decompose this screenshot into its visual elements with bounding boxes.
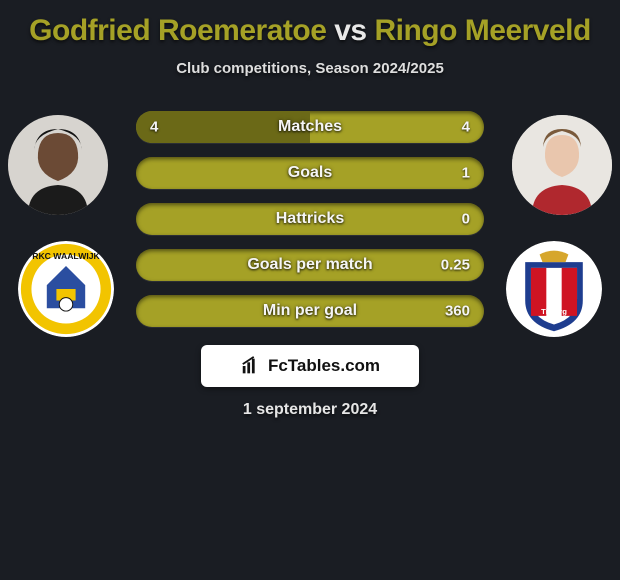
bar-matches: 4 Matches 4 <box>136 111 484 143</box>
player-right-photo <box>512 115 612 215</box>
bar-hattricks: Hattricks 0 <box>136 203 484 235</box>
bar-label: Min per goal <box>136 302 484 320</box>
branding-text: FcTables.com <box>268 356 380 376</box>
bar-min-per-goal: Min per goal 360 <box>136 295 484 327</box>
snapshot-date: 1 september 2024 <box>0 401 620 419</box>
svg-text:Tilburg: Tilburg <box>541 307 567 316</box>
branding-box[interactable]: FcTables.com <box>201 345 419 387</box>
bar-label: Goals <box>136 164 484 182</box>
bar-goals-per-match: Goals per match 0.25 <box>136 249 484 281</box>
club-left-crest: RKC WAALWIJK <box>18 241 114 337</box>
player-right-name: Ringo Meerveld <box>374 14 590 47</box>
comparison-subtitle: Club competitions, Season 2024/2025 <box>0 60 620 77</box>
bar-right-value: 0 <box>462 211 470 228</box>
player-left-name: Godfried Roemeratoe <box>29 14 326 47</box>
svg-text:RKC WAALWIJK: RKC WAALWIJK <box>32 251 100 261</box>
bar-label: Matches <box>136 118 484 136</box>
bar-goals: Goals 1 <box>136 157 484 189</box>
bar-right-value: 0.25 <box>441 257 470 274</box>
club-crest-icon: Tilburg <box>506 241 602 337</box>
comparison-bars: 4 Matches 4 Goals 1 Hattricks 0 Goals pe… <box>136 111 484 327</box>
comparison-title: Godfried Roemeratoe vs Ringo Meerveld <box>0 0 620 54</box>
bar-right-value: 1 <box>462 165 470 182</box>
bar-chart-icon <box>240 355 262 377</box>
comparison-content: RKC WAALWIJK Tilburg 4 Matches 4 Goals 1 <box>0 97 620 457</box>
player-photo-icon <box>512 115 612 215</box>
vs-word: vs <box>334 14 366 47</box>
player-left-photo <box>8 115 108 215</box>
bar-label: Hattricks <box>136 210 484 228</box>
player-photo-icon <box>8 115 108 215</box>
bar-right-value: 4 <box>462 119 470 136</box>
club-right-crest: Tilburg <box>506 241 602 337</box>
club-crest-icon: RKC WAALWIJK <box>18 241 114 337</box>
bar-right-value: 360 <box>445 303 470 320</box>
bar-label: Goals per match <box>136 256 484 274</box>
